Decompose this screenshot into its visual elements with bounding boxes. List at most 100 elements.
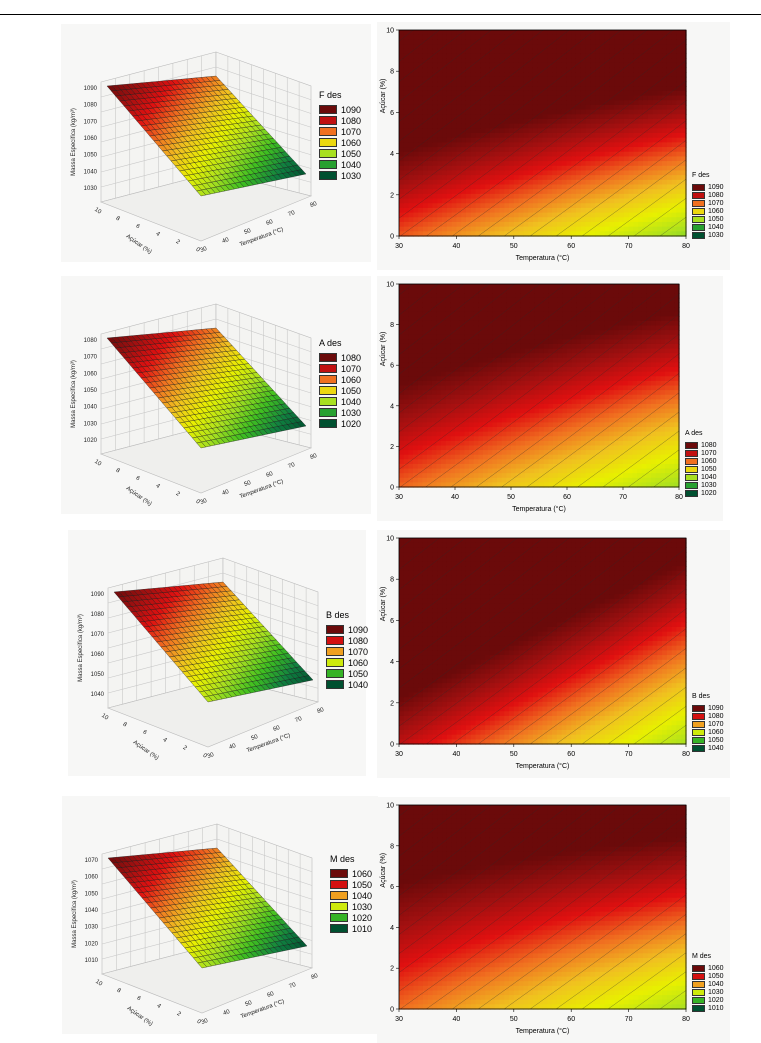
contour-cell (537, 114, 544, 120)
contour-cell (499, 142, 505, 148)
contour-cell (580, 34, 587, 40)
contour-cell (509, 161, 515, 167)
contour-cell (638, 170, 644, 176)
contour-cell (408, 288, 414, 294)
contour-cell (403, 175, 410, 181)
contour-cell (499, 151, 505, 158)
contour-cell (614, 156, 620, 162)
contour-cell (422, 189, 429, 195)
contour-cell (403, 293, 409, 299)
contour-cell (504, 62, 510, 69)
contour-cell (470, 151, 477, 158)
x-tick-label: 30 (395, 243, 403, 250)
contour-cell (515, 316, 521, 322)
contour-cell (485, 231, 491, 237)
contour-cell (399, 221, 405, 228)
contour-cell (552, 95, 558, 101)
contour-cell (499, 76, 505, 83)
contour-cell (556, 231, 563, 237)
contour-cell (418, 221, 424, 228)
contour-cell (478, 431, 484, 437)
contour-cell (408, 217, 414, 223)
contour-cell (497, 468, 503, 474)
contour-cell (445, 431, 451, 437)
contour-cell (585, 30, 591, 36)
contour-cell (403, 95, 410, 101)
contour-cell (446, 67, 453, 73)
contour-cell (566, 114, 572, 120)
contour-cell (633, 226, 639, 232)
contour-cell (642, 203, 649, 209)
contour-cell (642, 156, 649, 162)
contour-cell (614, 142, 620, 148)
contour-cell (547, 76, 553, 83)
contour-cell (566, 95, 572, 101)
contour-cell (418, 123, 424, 129)
contour-cell (427, 118, 434, 125)
contour-cell (511, 450, 517, 456)
contour-cell (427, 316, 433, 322)
contour-cell (399, 179, 405, 186)
contour-cell (422, 156, 429, 162)
contour-cell (441, 297, 447, 304)
contour-cell (399, 422, 405, 428)
contour-cell (422, 207, 429, 214)
contour-cell (469, 482, 475, 488)
contour-cell (399, 288, 405, 294)
contour-cell (450, 440, 456, 447)
contour-cell (478, 371, 484, 377)
contour-cell (451, 109, 457, 115)
contour-line (556, 140, 686, 236)
contour-cell (628, 221, 634, 228)
contour-cell (399, 348, 405, 354)
contour-cell (647, 58, 654, 64)
contour-cell (413, 72, 419, 78)
contour-cell (413, 343, 419, 350)
contour-cell (413, 362, 419, 368)
contour-cell (459, 376, 465, 382)
contour-cell (399, 53, 405, 59)
contour-cell (604, 53, 611, 59)
contour-cell (666, 170, 673, 176)
contour-cell (483, 431, 489, 437)
contour-cell (451, 217, 457, 223)
contour-cell (422, 137, 429, 143)
contour-cell (432, 86, 438, 92)
contour-cell (465, 100, 472, 106)
contour-cell (455, 297, 461, 304)
contour-cell (436, 403, 442, 410)
contour-cell (445, 380, 451, 387)
contour-cell (552, 86, 558, 92)
legend-item: 1040 (319, 159, 361, 170)
contour-cell (566, 48, 572, 55)
contour-cell (509, 165, 515, 172)
contour-cell (489, 118, 496, 125)
contour-cell (475, 104, 481, 111)
contour-cell (473, 288, 479, 294)
contour-cell (642, 193, 649, 200)
contour-cell (547, 189, 553, 195)
contour-cell (459, 408, 465, 414)
contour-cell (445, 307, 451, 313)
contour-cell (470, 90, 477, 97)
contour-cell (676, 217, 682, 223)
contour-cell (403, 48, 410, 55)
contour-cell (422, 44, 429, 50)
contour-cell (599, 95, 606, 101)
contour-cell (518, 212, 524, 218)
contour-cell (671, 100, 678, 106)
contour-cell (432, 226, 438, 232)
contour-cell (408, 343, 414, 350)
contour-cell (666, 128, 673, 134)
contour-cell (652, 226, 658, 232)
contour-cell (676, 165, 682, 172)
contour-cell (499, 137, 505, 143)
contour-cell (628, 217, 634, 223)
contour-cell (657, 100, 663, 106)
contour-cell (506, 422, 512, 428)
contour-cell (515, 422, 521, 428)
contour-cell (408, 380, 414, 387)
contour-cell (523, 217, 529, 223)
contour-cell (437, 161, 443, 167)
contour-cell (623, 217, 630, 223)
